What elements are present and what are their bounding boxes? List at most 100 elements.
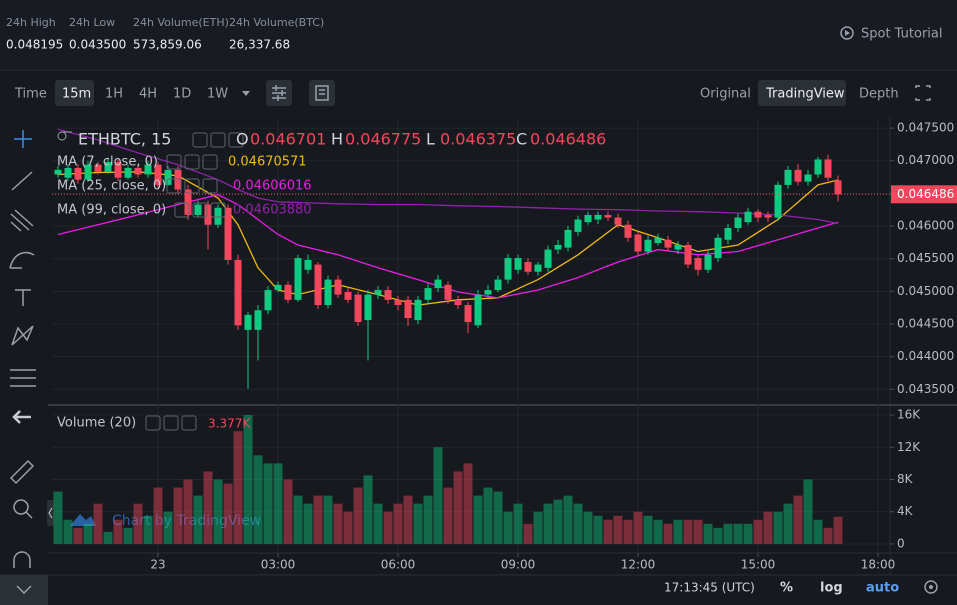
volume-bar (503, 511, 513, 544)
volume-bar (103, 531, 113, 544)
volume-bar (153, 487, 163, 544)
legend-icon[interactable] (166, 154, 182, 170)
volume-bar (393, 503, 403, 544)
dropdown-arrow[interactable] (242, 91, 250, 96)
legend-icon[interactable] (192, 132, 208, 148)
candle-body (724, 228, 732, 240)
volume-bar (723, 523, 733, 544)
interval-button[interactable]: 1H (105, 87, 123, 102)
candle-body (604, 214, 612, 218)
view-button[interactable]: Depth (859, 87, 899, 102)
candle-body (154, 164, 162, 185)
legend-icon[interactable] (202, 178, 218, 194)
candle-body (354, 294, 362, 323)
x-tick-label: 18:00 (861, 558, 896, 572)
ohlc-key: H (331, 130, 343, 149)
candle-body (514, 258, 522, 270)
candle-body (124, 167, 132, 178)
volume-bar (583, 511, 593, 544)
volume-bar (623, 519, 633, 544)
volume-bar (603, 519, 613, 544)
interval-button[interactable]: 1W (207, 87, 228, 102)
volume-bar (443, 487, 453, 544)
template-button[interactable] (309, 80, 335, 106)
volume-bar (473, 495, 483, 544)
ohlc-key: C (516, 130, 527, 149)
interval-button[interactable]: 4H (139, 87, 157, 102)
volume-bar (63, 519, 73, 544)
collapse-button[interactable] (0, 575, 48, 605)
legend-icon[interactable] (202, 154, 218, 170)
volume-tick-label: 4K (897, 504, 914, 518)
volume-bar (513, 503, 523, 544)
candle-body (574, 219, 582, 232)
candle-body (174, 169, 182, 190)
text-tool[interactable] (15, 289, 31, 306)
candle-body (134, 167, 142, 175)
watermark-text: Chart by TradingView (112, 513, 261, 529)
candle-body (234, 260, 242, 326)
spot-tutorial[interactable]: Spot Tutorial (840, 26, 942, 42)
fib-tool[interactable] (10, 209, 34, 232)
candle-body (274, 284, 282, 291)
brush-tool[interactable] (9, 251, 35, 269)
candle-body (754, 211, 762, 218)
volume-bar (793, 495, 803, 544)
stat-value: 573,859.06 (133, 38, 202, 52)
candle-body (364, 294, 372, 321)
candle-body (294, 258, 302, 300)
volume-bar (483, 487, 493, 544)
settings-gear[interactable] (924, 580, 938, 594)
footer-button[interactable]: auto (866, 581, 899, 596)
volume-bar (763, 511, 773, 544)
footer-button[interactable]: % (780, 581, 793, 596)
candle-body (214, 207, 222, 225)
zoom-tool[interactable] (13, 499, 29, 515)
legend-icon[interactable] (184, 154, 200, 170)
volume-bar (713, 527, 723, 544)
interval-button[interactable]: 15m (62, 87, 91, 102)
fullscreen-icon[interactable] (915, 85, 931, 101)
chevron (16, 585, 32, 595)
legend-icon[interactable] (163, 415, 179, 431)
legend-icon[interactable] (174, 202, 190, 218)
view-button[interactable]: Original (700, 87, 751, 102)
back-tool[interactable] (12, 410, 31, 424)
volume-bar (533, 511, 543, 544)
crosshair-tool[interactable] (14, 130, 32, 148)
legend-icon[interactable] (192, 202, 208, 218)
volume-bar (543, 503, 553, 544)
line-tool[interactable] (11, 171, 33, 191)
footer-button[interactable]: log (820, 581, 843, 596)
volume-bar (753, 519, 763, 544)
legend-icon[interactable] (210, 132, 226, 148)
zoom-tool[interactable] (25, 511, 33, 519)
pattern-tool[interactable] (11, 325, 34, 346)
legend-icon[interactable] (184, 178, 200, 194)
view-button[interactable]: TradingView (765, 87, 845, 102)
legend-icon[interactable] (210, 202, 226, 218)
candle-body (504, 258, 512, 280)
legend-icon[interactable] (145, 415, 161, 431)
legend-icon[interactable] (166, 178, 182, 194)
legend-icon[interactable] (181, 415, 197, 431)
volume-bar (803, 479, 813, 544)
ruler-tool[interactable] (9, 459, 35, 485)
candle-body (454, 299, 462, 306)
prediction-tool[interactable] (10, 369, 36, 387)
y-tick-label: 0.044500 (897, 316, 954, 330)
magnet-tool[interactable] (13, 551, 31, 568)
x-tick-label: 03:00 (261, 558, 296, 572)
interval-button[interactable]: 1D (173, 87, 191, 102)
ohlc-value: 0.046701 (250, 130, 326, 149)
volume-bar (163, 511, 173, 544)
volume-bar (523, 523, 533, 544)
legend-icon[interactable] (228, 132, 244, 148)
side-handle[interactable] (47, 500, 54, 526)
y-tick-label: 0.045500 (897, 251, 954, 265)
volume-bar (563, 495, 573, 544)
tutorial-link[interactable]: Spot Tutorial (861, 27, 942, 42)
y-tick-label: 0.047500 (897, 121, 954, 135)
ohlc-key: L (426, 130, 435, 149)
